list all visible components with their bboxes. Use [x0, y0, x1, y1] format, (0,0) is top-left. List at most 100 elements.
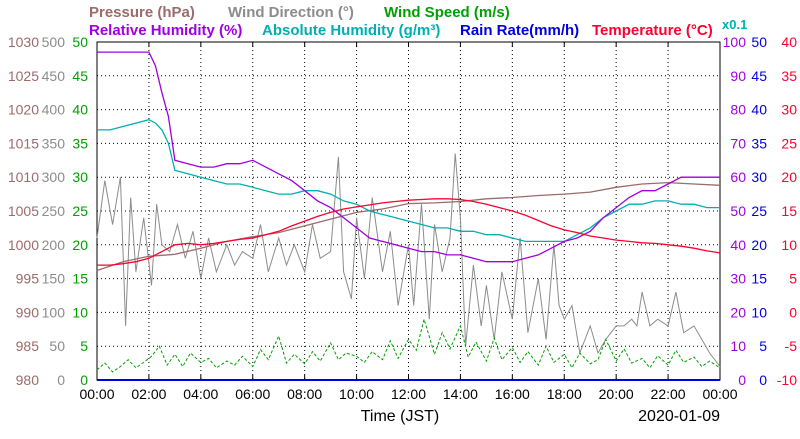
y-tick-label-rain: 35: [751, 135, 767, 151]
y-tick-label-wind_speed: 35: [72, 135, 88, 151]
y-tick-label-pressure: 985: [16, 338, 40, 354]
y-tick-label-humidity: 50: [730, 203, 746, 219]
series-line-relative-humidity: [97, 51, 720, 263]
y-tick-label-humidity: 80: [730, 102, 746, 118]
y-tick-label-temperature: 10: [781, 237, 797, 253]
y-tick-label-humidity: 20: [730, 304, 746, 320]
x-tick-label: 14:00: [443, 386, 478, 402]
legend-ah-scale-note: x0.1: [722, 17, 747, 32]
y-tick-label-temperature: 30: [781, 102, 797, 118]
legend-wind-direction: Wind Direction (°): [228, 4, 354, 21]
x-tick-label: 20:00: [599, 386, 634, 402]
x-axis-label: Time (JST): [361, 408, 440, 425]
y-tick-label-humidity: 100: [723, 34, 747, 50]
x-tick-label: 12:00: [391, 386, 426, 402]
y-tick-label-humidity: 40: [730, 237, 746, 253]
y-tick-label-pressure: 980: [16, 372, 40, 388]
y-tick-label-temperature: 0: [789, 304, 797, 320]
series-line-temperature: [97, 198, 721, 266]
series-line-wind-speed: [96, 317, 721, 373]
y-tick-label-temperature: 25: [781, 135, 797, 151]
y-tick-label-temperature: 20: [781, 169, 797, 185]
y-tick-label-wind_dir: 300: [42, 169, 66, 185]
y-tick-label-wind_speed: 30: [72, 169, 88, 185]
x-tick-label: 04:00: [183, 386, 218, 402]
y-tick-label-wind_dir: 400: [42, 102, 66, 118]
x-tick-label: 02:00: [131, 386, 166, 402]
y-tick-label-wind_dir: 0: [57, 372, 65, 388]
x-tick-label: 00:00: [79, 386, 114, 402]
y-tick-label-wind_dir: 500: [42, 34, 66, 50]
y-tick-label-temperature: 5: [789, 271, 797, 287]
y-tick-label-pressure: 990: [16, 304, 40, 320]
y-tick-label-humidity: 10: [730, 338, 746, 354]
legend-absolute-humidity: Absolute Humidity (g/m³): [262, 22, 440, 39]
y-tick-label-rain: 25: [751, 203, 767, 219]
chart-legend: Pressure (hPa) Wind Direction (°) Wind S…: [89, 4, 747, 39]
legend-rain-rate: Rain Rate(mm/h): [460, 22, 579, 39]
y-tick-label-wind_dir: 150: [42, 271, 66, 287]
y-tick-label-pressure: 1025: [8, 68, 39, 84]
x-axis: 00:00 02:00 04:00 06:00 08:00 10:00 12:00 14:00…: [79, 42, 738, 402]
y-tick-label-rain: 20: [751, 237, 767, 253]
series-line-pressure: [96, 181, 721, 272]
y-tick-label-pressure: 1000: [8, 237, 39, 253]
y-tick-label-wind_dir: 250: [42, 203, 66, 219]
y-tick-label-pressure: 1030: [8, 34, 39, 50]
y-tick-label-temperature: 15: [781, 203, 797, 219]
y-tick-label-humidity: 70: [730, 135, 746, 151]
y-tick-label-pressure: 1010: [8, 169, 39, 185]
x-tick-label: 22:00: [651, 386, 686, 402]
y-tick-label-wind_speed: 40: [72, 102, 88, 118]
legend-relative-humidity: Relative Humidity (%): [89, 22, 242, 39]
series-line-wind-direction: [96, 153, 721, 367]
y-tick-label-rain: 5: [759, 338, 767, 354]
legend-temperature: Temperature (°C): [592, 22, 713, 39]
y-tick-label-wind_dir: 200: [42, 237, 66, 253]
x-tick-label: 18:00: [547, 386, 582, 402]
y-tick-label-wind_speed: 50: [72, 34, 88, 50]
y-tick-label-rain: 50: [751, 34, 767, 50]
y-tick-label-pressure: 1020: [8, 102, 39, 118]
date-label: 2020-01-09: [638, 408, 720, 425]
y-tick-label-wind_speed: 15: [72, 271, 88, 287]
y-tick-label-wind_speed: 5: [80, 338, 88, 354]
y-tick-label-pressure: 995: [16, 271, 40, 287]
y-tick-label-humidity: 0: [738, 372, 746, 388]
x-tick-label: 06:00: [235, 386, 270, 402]
y-tick-label-temperature: 35: [781, 68, 797, 84]
y-tick-label-rain: 40: [751, 102, 767, 118]
legend-pressure: Pressure (hPa): [89, 4, 195, 21]
y-tick-label-rain: 30: [751, 169, 767, 185]
series-line-absolute-humidity: [97, 119, 720, 243]
chart-grid: [96, 41, 721, 381]
y-axes: 1030102510201015101010051000995990985980…: [8, 34, 797, 388]
y-tick-label-rain: 10: [751, 304, 767, 320]
y-tick-label-wind_dir: 350: [42, 135, 66, 151]
y-tick-label-wind_speed: 0: [80, 372, 88, 388]
y-tick-label-wind_speed: 20: [72, 237, 88, 253]
x-tick-label: 10:00: [339, 386, 374, 402]
y-tick-label-pressure: 1015: [8, 135, 39, 151]
y-tick-label-pressure: 1005: [8, 203, 39, 219]
y-tick-label-rain: 45: [751, 68, 767, 84]
chart-series: [96, 51, 721, 381]
y-tick-label-wind_speed: 25: [72, 203, 88, 219]
x-tick-label: 00:00: [702, 386, 737, 402]
x-tick-label: 16:00: [495, 386, 530, 402]
y-tick-label-wind_dir: 100: [42, 304, 66, 320]
legend-wind-speed: Wind Speed (m/s): [384, 4, 510, 21]
y-tick-label-temperature: 40: [781, 34, 797, 50]
y-tick-label-humidity: 90: [730, 68, 746, 84]
y-tick-label-rain: 15: [751, 271, 767, 287]
y-tick-label-humidity: 60: [730, 169, 746, 185]
y-tick-label-temperature: -5: [785, 338, 798, 354]
y-tick-label-wind_speed: 10: [72, 304, 88, 320]
x-tick-label: 08:00: [287, 386, 322, 402]
y-tick-label-rain: 0: [759, 372, 767, 388]
y-tick-label-wind_dir: 450: [42, 68, 66, 84]
y-tick-label-wind_dir: 50: [49, 338, 65, 354]
y-tick-label-wind_speed: 45: [72, 68, 88, 84]
